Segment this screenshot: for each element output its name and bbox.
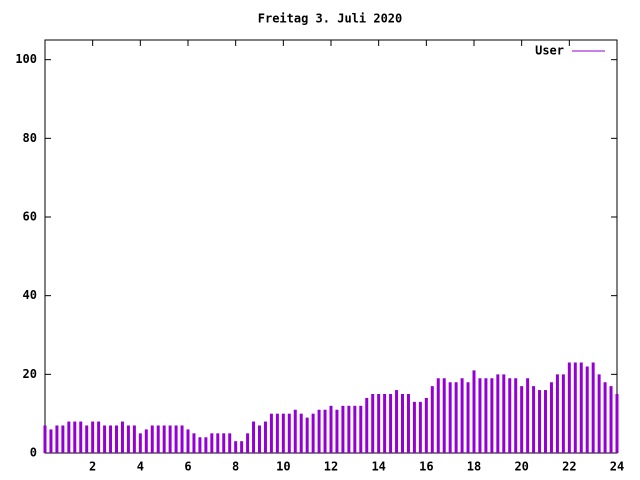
x-tick-label: 20 xyxy=(514,460,528,474)
chart-title: Freitag 3. Juli 2020 xyxy=(258,12,403,26)
y-tick-label: 40 xyxy=(23,288,37,302)
x-tick-label: 4 xyxy=(137,460,144,474)
y-tick-label: 100 xyxy=(15,52,37,66)
y-tick-label: 60 xyxy=(23,210,37,224)
x-tick-label: 18 xyxy=(467,460,481,474)
x-tick-label: 2 xyxy=(89,460,96,474)
x-tick-label: 16 xyxy=(419,460,433,474)
x-tick-label: 14 xyxy=(371,460,385,474)
y-tick-label: 20 xyxy=(23,367,37,381)
x-tick-label: 6 xyxy=(184,460,191,474)
x-tick-label: 24 xyxy=(610,460,624,474)
legend-label: User xyxy=(535,44,564,58)
y-tick-label: 80 xyxy=(23,131,37,145)
x-tick-label: 8 xyxy=(232,460,239,474)
y-tick-label: 0 xyxy=(30,446,37,460)
x-tick-label: 12 xyxy=(324,460,338,474)
x-tick-label: 22 xyxy=(562,460,576,474)
x-tick-label: 10 xyxy=(276,460,290,474)
